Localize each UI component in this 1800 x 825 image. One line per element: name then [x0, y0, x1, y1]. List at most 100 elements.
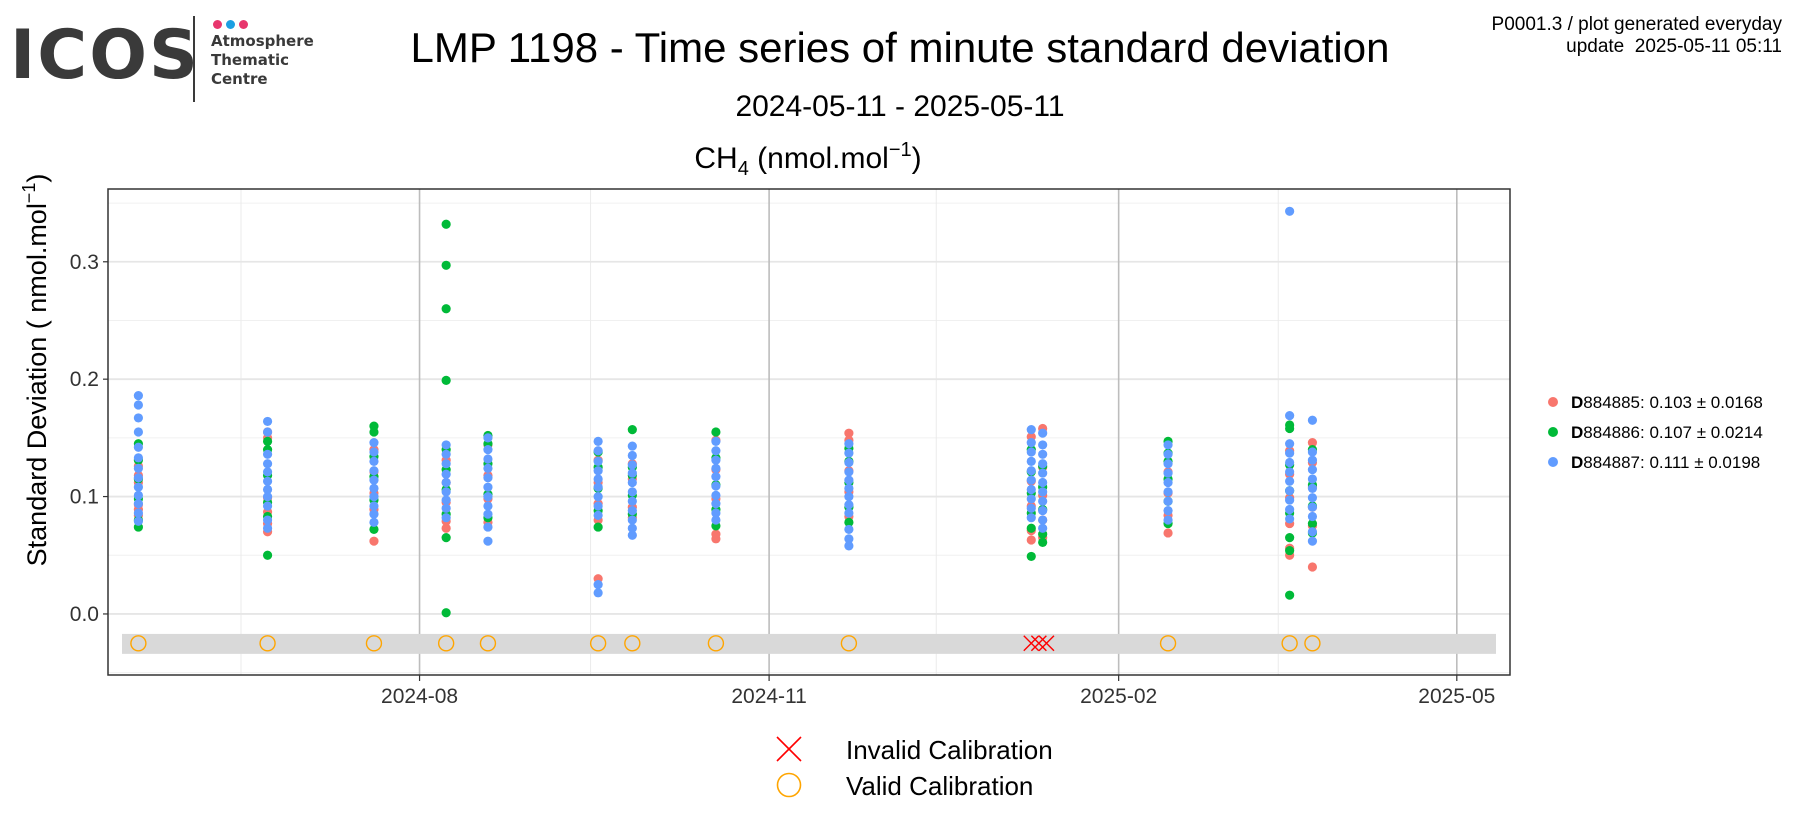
data-point [844, 448, 854, 458]
data-point [844, 457, 854, 468]
data-point [1285, 476, 1295, 486]
data-point [1285, 486, 1295, 496]
y-tick-label: 0.1 [70, 486, 99, 509]
data-point [1285, 590, 1295, 600]
data-point [133, 482, 143, 492]
data-point [441, 608, 451, 618]
data-point [1285, 467, 1295, 477]
y-tick-label: 0.0 [70, 603, 99, 626]
data-point [1285, 514, 1295, 524]
x-tick-label: 2025-05 [1418, 685, 1495, 708]
data-point [483, 536, 493, 546]
invalid-cross-stroke [1023, 635, 1040, 652]
data-point [711, 499, 721, 509]
invalid-calibration-marker [1030, 635, 1047, 652]
data-point [369, 456, 379, 466]
data-point [1038, 477, 1048, 488]
data-point [441, 495, 451, 505]
panel-title-close: ) [912, 142, 922, 175]
data-point [133, 400, 143, 410]
valid-calibration-marker [479, 635, 497, 652]
logo-dot [239, 20, 248, 29]
logo-caption: Atmosphere Thematic Centre [211, 32, 314, 89]
data-points [133, 206, 1318, 618]
y-axis-label: Standard Deviation ( nmol.mol−1) [19, 174, 52, 567]
data-point [1307, 493, 1318, 503]
data-point [844, 428, 854, 438]
data-point [441, 503, 451, 513]
data-point [1038, 506, 1048, 516]
data-point [369, 437, 379, 448]
legend-label-id: 884887 [1583, 453, 1640, 472]
data-point [844, 524, 854, 535]
legend-dot-icon [1548, 427, 1558, 437]
data-point [133, 413, 143, 423]
data-point [1307, 536, 1318, 546]
data-point [369, 447, 379, 457]
data-point [1285, 448, 1295, 458]
data-point [1026, 494, 1036, 504]
grid-major [108, 189, 1510, 675]
data-point [593, 491, 603, 502]
series-points [133, 206, 1318, 598]
data-point [627, 506, 637, 516]
data-point [483, 522, 493, 532]
data-point [1026, 456, 1036, 466]
data-point [1307, 511, 1318, 522]
data-point [1038, 537, 1048, 547]
data-point [711, 463, 721, 473]
data-point [369, 466, 379, 476]
data-point [1163, 487, 1173, 497]
data-point [1026, 484, 1036, 495]
valid-calibration-marker [589, 635, 607, 652]
data-point [441, 469, 451, 479]
legend-entry: D884885: 0.103 ± 0.0168 [1548, 393, 1763, 412]
data-point [627, 425, 637, 435]
data-point [844, 517, 854, 527]
data-point [1285, 545, 1295, 556]
valid-calibration-marker [130, 635, 147, 652]
data-point [262, 459, 273, 469]
data-point [1285, 495, 1295, 505]
panel-title-sup: −1 [889, 139, 912, 161]
data-point [1038, 468, 1048, 478]
data-point [483, 509, 493, 519]
data-point [844, 541, 854, 551]
panel-border [107, 188, 1511, 676]
legend-label-id: 884886 [1583, 423, 1640, 442]
logo-wordmark: ICOS [10, 16, 200, 95]
data-point [483, 445, 493, 455]
data-point [441, 440, 451, 450]
valid-calibration-marker [1281, 635, 1298, 652]
data-point [1307, 455, 1318, 465]
data-point [593, 446, 603, 456]
data-point [1038, 440, 1048, 450]
valid-calibration-key: Valid Calibration [776, 771, 1033, 801]
logo-divider [193, 16, 195, 102]
legend-label-stats: : 0.103 ± 0.0168 [1640, 393, 1763, 412]
data-point [1038, 496, 1048, 506]
data-point [441, 513, 451, 523]
legend-label: D884887: 0.111 ± 0.0198 [1571, 453, 1760, 472]
calibration-markers [130, 635, 1321, 652]
valid-circle-icon [776, 772, 802, 798]
data-point [1026, 503, 1036, 513]
data-point [711, 455, 721, 465]
grid-minor [108, 189, 1510, 675]
data-point [593, 466, 603, 476]
data-point [593, 501, 603, 511]
data-point [1026, 523, 1036, 533]
series-points [133, 219, 1318, 618]
panel-title-unit: (nmol.mol [749, 142, 889, 175]
legend-label-bold: D [1571, 453, 1583, 472]
data-point [1038, 459, 1048, 469]
data-point [262, 515, 273, 525]
data-point [1307, 483, 1318, 493]
data-point [1026, 425, 1036, 435]
valid-calibration-marker [1159, 635, 1177, 652]
data-point [483, 473, 493, 483]
data-point [593, 580, 603, 590]
data-point [627, 477, 637, 488]
data-point [1026, 437, 1036, 448]
data-point [844, 467, 854, 477]
